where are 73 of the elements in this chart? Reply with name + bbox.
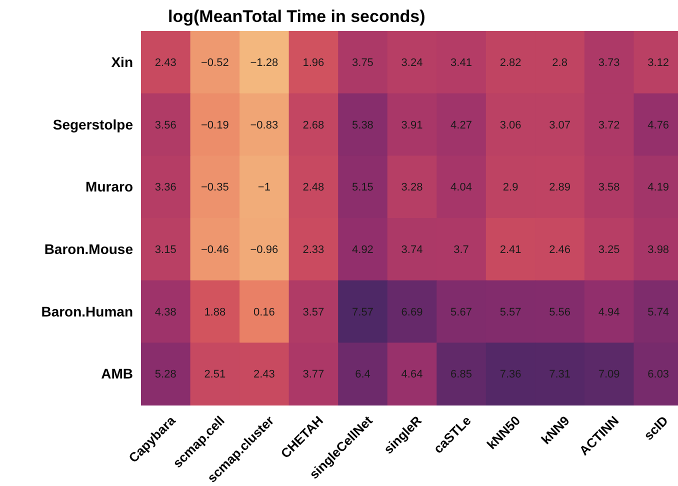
y-tick-label: Muraro bbox=[86, 178, 133, 195]
data-label: 3.57 bbox=[302, 306, 324, 318]
data-label: 6.03 bbox=[648, 368, 670, 381]
data-label: 5.28 bbox=[154, 368, 176, 381]
data-label: 5.57 bbox=[500, 306, 522, 318]
data-label: 4.76 bbox=[648, 119, 670, 132]
data-label: 2.43 bbox=[253, 368, 275, 381]
data-label: −1.28 bbox=[250, 57, 278, 70]
data-label: 1.96 bbox=[302, 57, 324, 70]
data-label: 3.41 bbox=[450, 57, 472, 70]
data-label: 3.24 bbox=[401, 57, 423, 70]
data-label: 3.56 bbox=[154, 119, 176, 132]
data-label: 7.31 bbox=[549, 368, 571, 381]
y-tick-label: AMB bbox=[101, 366, 133, 382]
data-label: −0.19 bbox=[200, 119, 229, 132]
data-label: 6.69 bbox=[401, 306, 423, 318]
data-label: −0.83 bbox=[250, 119, 278, 132]
data-label: 2.8 bbox=[552, 57, 568, 70]
data-label: 3.06 bbox=[500, 119, 522, 132]
data-label: 7.09 bbox=[598, 368, 620, 381]
chart-title: log(MeanTotal Time in seconds) bbox=[168, 7, 426, 26]
data-label: 3.07 bbox=[549, 119, 571, 132]
data-label: 3.7 bbox=[454, 244, 469, 256]
data-label: 4.92 bbox=[352, 244, 374, 256]
data-label: 5.56 bbox=[549, 306, 571, 318]
data-label: 2.89 bbox=[549, 182, 571, 194]
data-label: 3.72 bbox=[598, 119, 620, 132]
data-label: 3.73 bbox=[598, 57, 620, 70]
data-label: 6.4 bbox=[355, 368, 370, 381]
data-label: 5.15 bbox=[352, 182, 374, 194]
y-tick-label: Segerstolpe bbox=[52, 116, 134, 132]
data-label: −1 bbox=[258, 182, 270, 194]
data-label: −0.46 bbox=[200, 244, 229, 256]
data-label: 2.68 bbox=[302, 119, 324, 132]
y-tick-label: Baron.Mouse bbox=[44, 241, 134, 258]
y-tick-label: Baron.Human bbox=[41, 303, 133, 320]
data-label: 4.64 bbox=[401, 368, 423, 381]
data-label: 1.88 bbox=[204, 306, 226, 318]
data-label: 7.57 bbox=[352, 306, 374, 318]
data-label: 2.82 bbox=[500, 57, 522, 70]
data-label: 3.98 bbox=[648, 244, 670, 256]
data-label: 4.27 bbox=[450, 119, 472, 132]
data-label: 3.58 bbox=[598, 182, 620, 194]
data-label: 3.75 bbox=[352, 57, 374, 70]
data-label: 2.51 bbox=[204, 368, 226, 381]
data-label: −0.52 bbox=[200, 57, 229, 70]
data-label: 3.74 bbox=[401, 244, 423, 256]
data-label: 2.41 bbox=[500, 244, 522, 256]
data-label: 5.67 bbox=[450, 306, 472, 318]
data-label: 4.19 bbox=[648, 182, 670, 194]
data-label: 6.85 bbox=[450, 368, 472, 381]
data-label: 5.38 bbox=[352, 119, 374, 132]
data-label: 2.33 bbox=[302, 244, 324, 256]
data-label: 3.28 bbox=[401, 182, 423, 194]
data-label: 2.9 bbox=[502, 182, 518, 194]
data-label: 3.12 bbox=[648, 57, 670, 70]
data-label: 4.38 bbox=[154, 306, 176, 318]
data-label: 2.46 bbox=[549, 244, 571, 256]
data-label: 4.04 bbox=[450, 182, 472, 194]
data-label: 3.15 bbox=[154, 244, 176, 256]
data-label: 3.77 bbox=[302, 368, 324, 381]
data-label: 2.43 bbox=[154, 57, 176, 70]
data-label: −0.35 bbox=[200, 182, 229, 194]
data-label: 7.36 bbox=[500, 368, 522, 381]
data-label: 4.94 bbox=[598, 306, 620, 318]
data-label: 0.16 bbox=[253, 306, 275, 318]
data-label: −0.96 bbox=[250, 244, 278, 256]
data-label: 3.25 bbox=[598, 244, 620, 256]
data-label: 3.36 bbox=[154, 182, 176, 194]
data-label: 3.91 bbox=[401, 119, 423, 132]
data-label: 2.48 bbox=[302, 182, 324, 194]
data-label: 5.74 bbox=[648, 306, 670, 318]
y-tick-label: Xin bbox=[111, 54, 133, 70]
